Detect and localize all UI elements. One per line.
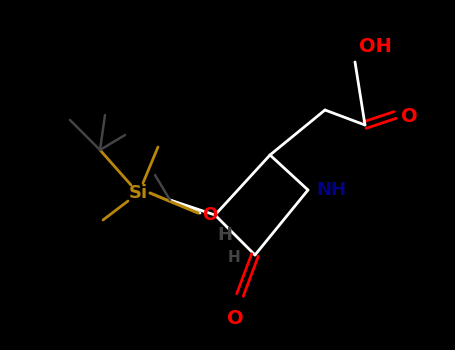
Text: H: H xyxy=(228,250,241,265)
Text: Si: Si xyxy=(128,184,147,202)
Text: OH: OH xyxy=(359,37,392,56)
Text: NH: NH xyxy=(316,181,346,199)
Text: H: H xyxy=(217,226,233,244)
Text: O: O xyxy=(227,309,243,328)
Text: O: O xyxy=(202,206,217,224)
Text: O: O xyxy=(401,107,418,126)
